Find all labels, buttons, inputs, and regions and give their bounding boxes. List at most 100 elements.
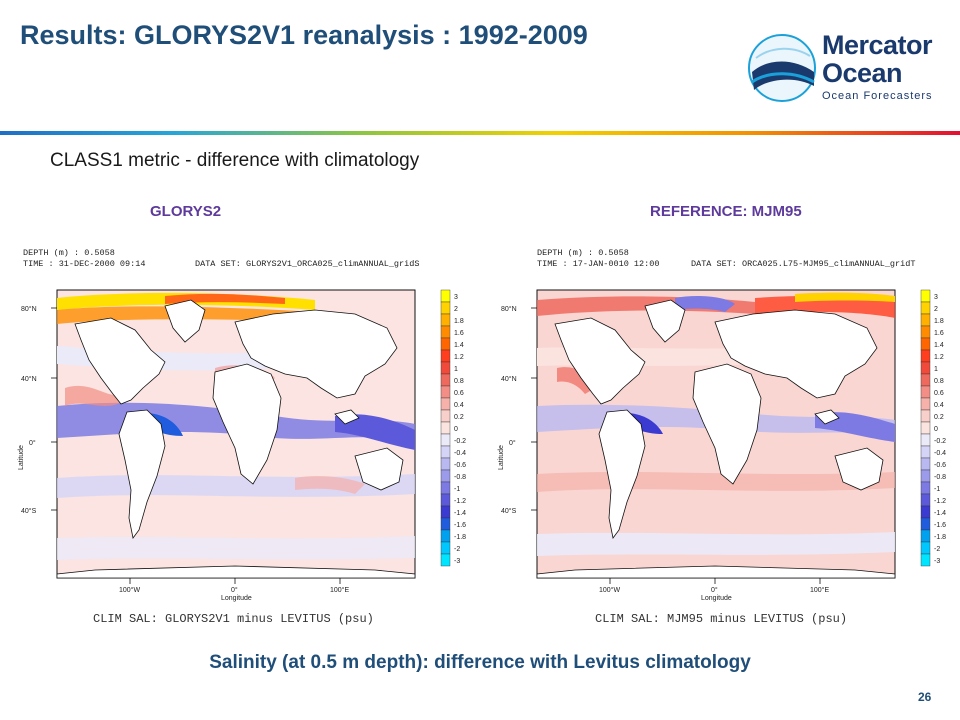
colorbar-label: -1.6 xyxy=(934,522,946,529)
colorbar-label: -1.2 xyxy=(934,498,946,505)
map-depth-text: DEPTH (m) : 0.5058 xyxy=(23,248,115,258)
colorbar-swatch xyxy=(440,517,451,531)
colorbar-swatch xyxy=(440,301,451,315)
colorbar-swatch xyxy=(920,373,931,387)
colorbar-swatch xyxy=(440,409,451,423)
colorbar-swatch xyxy=(920,289,931,303)
colorbar-swatch xyxy=(920,301,931,315)
colorbar-swatch xyxy=(920,313,931,327)
colorbar-label: -1 xyxy=(934,486,940,493)
colorbar-label: -0.8 xyxy=(934,474,946,481)
map-depth-text: DEPTH (m) : 0.5058 xyxy=(537,248,629,258)
colorbar-label: -1.4 xyxy=(934,510,946,517)
y-axis-label: Latitude xyxy=(18,445,25,470)
mercator-ocean-logo: Mercator Ocean Ocean Forecasters xyxy=(742,20,952,112)
colorbar-label: 1.4 xyxy=(454,342,464,349)
colorbar-label: -0.4 xyxy=(934,450,946,457)
colorbar-swatch xyxy=(440,349,451,363)
colorbar-swatch xyxy=(440,493,451,507)
colorbar-swatch xyxy=(920,397,931,411)
colorbar-swatch xyxy=(920,541,931,555)
colorbar-swatch xyxy=(920,445,931,459)
colorbar-label: -0.6 xyxy=(934,462,946,469)
salinity-map-glorys: DEPTH (m) : 0.5058 TIME : 31-DEC-2000 09… xyxy=(15,238,475,636)
colorbar-swatch xyxy=(920,469,931,483)
lon-tick-label: 0° xyxy=(711,586,718,594)
lat-tick-label: 40°N xyxy=(21,375,37,383)
lon-tick-label: 100°W xyxy=(599,586,620,594)
colorbar-swatch xyxy=(440,325,451,339)
colorbar-swatch xyxy=(920,421,931,435)
colorbar-label: 0.4 xyxy=(934,402,944,409)
colorbar-swatch xyxy=(440,529,451,543)
colorbar-label: -1.8 xyxy=(454,534,466,541)
map-caption: CLIM SAL: GLORYS2V1 minus LEVITUS (psu) xyxy=(93,612,374,626)
lat-tick-label: 0° xyxy=(509,439,516,447)
colorbar-swatch xyxy=(440,373,451,387)
lat-tick-label: 40°S xyxy=(501,507,517,515)
colorbar-label: -0.2 xyxy=(934,438,946,445)
colorbar-label: 0.8 xyxy=(934,378,944,385)
colorbar-label: 0.2 xyxy=(454,414,464,421)
colorbar-swatch xyxy=(440,421,451,435)
panel-label-reference: REFERENCE: MJM95 xyxy=(650,203,802,220)
logo-name-line2: Ocean xyxy=(822,58,903,88)
colorbar-swatch xyxy=(920,349,931,363)
colorbar-swatch xyxy=(440,313,451,327)
colorbar-label: -1.8 xyxy=(934,534,946,541)
colorbar-label: -3 xyxy=(454,558,460,565)
colorbar-swatch xyxy=(920,325,931,339)
logo-globe-icon xyxy=(748,34,816,102)
map-plot-area xyxy=(531,289,896,584)
map-dataset-text: DATA SET: GLORYS2V1_ORCA025_climANNUAL_g… xyxy=(195,259,419,269)
colorbar-swatch xyxy=(440,385,451,399)
colorbar-label: 0.6 xyxy=(454,390,464,397)
colorbar-label: 0 xyxy=(454,426,458,433)
colorbar-swatch xyxy=(920,409,931,423)
rainbow-divider xyxy=(0,131,960,135)
colorbar-label: -0.4 xyxy=(454,450,466,457)
colorbar-label: 2 xyxy=(934,306,938,313)
colorbar-swatch xyxy=(440,445,451,459)
colorbar-swatch xyxy=(920,493,931,507)
colorbar-label: 3 xyxy=(454,294,458,301)
colorbar-label: 3 xyxy=(934,294,938,301)
salinity-map-reference: DEPTH (m) : 0.5058 TIME : 17-JAN-0010 12… xyxy=(495,238,955,636)
colorbar-label: 2 xyxy=(454,306,458,313)
map-time-text: TIME : 17-JAN-0010 12:00 xyxy=(537,259,659,269)
lat-tick-label: 40°N xyxy=(501,375,517,383)
colorbar-swatch xyxy=(440,457,451,471)
lon-tick-label: 100°E xyxy=(810,586,829,594)
logo-tagline: Ocean Forecasters xyxy=(822,90,933,102)
map-plot-area xyxy=(51,289,416,584)
colorbar-label: -3 xyxy=(934,558,940,565)
colorbar-label: 0.6 xyxy=(934,390,944,397)
colorbar-label: -1.4 xyxy=(454,510,466,517)
colorbar-swatch xyxy=(920,337,931,351)
colorbar-swatch xyxy=(920,553,931,567)
colorbar-swatch xyxy=(440,397,451,411)
colorbar-label: -2 xyxy=(934,546,940,553)
colorbar-swatch xyxy=(440,469,451,483)
colorbar-label: 1.8 xyxy=(934,318,944,325)
colorbar-swatch xyxy=(920,385,931,399)
map-caption: CLIM SAL: MJM95 minus LEVITUS (psu) xyxy=(595,612,847,626)
panel-label-glorys: GLORYS2 xyxy=(150,203,222,220)
colorbar-swatch xyxy=(440,505,451,519)
x-axis-label: Longitude xyxy=(221,595,252,602)
x-axis-label: Longitude xyxy=(701,595,732,602)
colorbar-label: -2 xyxy=(454,546,460,553)
colorbar-label: 1.6 xyxy=(454,330,464,337)
page-number: 26 xyxy=(918,690,932,704)
colorbar-label: -0.2 xyxy=(454,438,466,445)
colorbar-label: 0.2 xyxy=(934,414,944,421)
colorbar-label: 1.4 xyxy=(934,342,944,349)
lat-tick-label: 0° xyxy=(29,439,36,447)
colorbar-swatch xyxy=(440,433,451,447)
colorbar-label: 1.2 xyxy=(454,354,464,361)
colorbar-swatch xyxy=(920,517,931,531)
lon-tick-label: 100°W xyxy=(119,586,140,594)
colorbar-swatch xyxy=(440,481,451,495)
lon-tick-label: 0° xyxy=(231,586,238,594)
colorbar-label: 0.8 xyxy=(454,378,464,385)
